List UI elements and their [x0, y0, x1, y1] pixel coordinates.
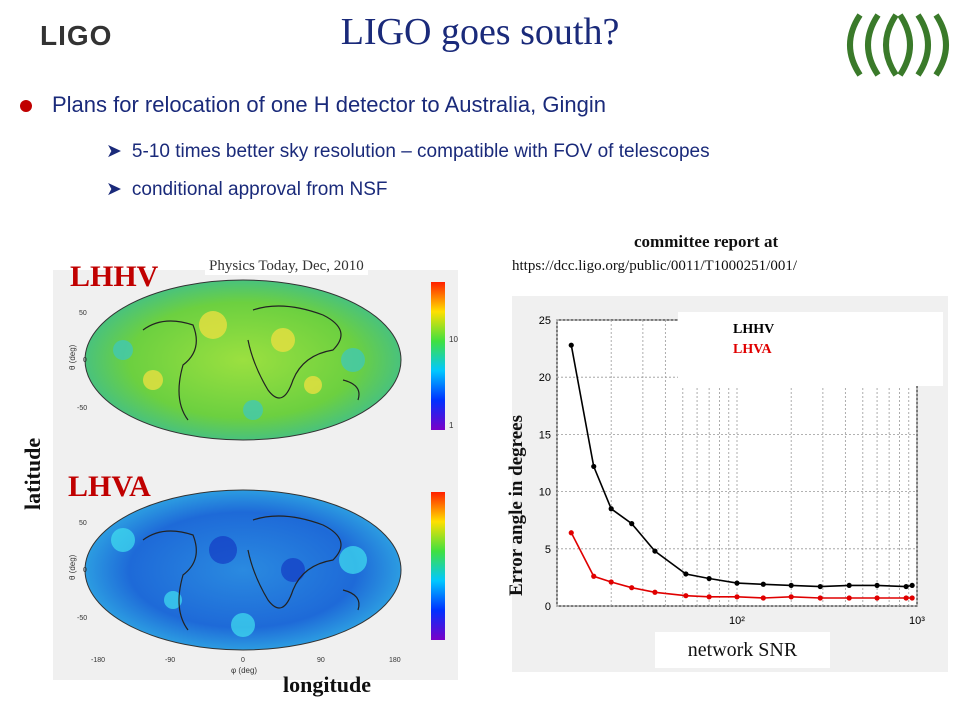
data-point-lhva [568, 530, 574, 536]
legend-lhva: LHVA [733, 342, 772, 357]
y-tick-label: 10 [539, 487, 551, 499]
data-point-lhva [706, 594, 712, 600]
legend-lhhv: LHHV [733, 322, 775, 337]
sky-maps-figure: 10 1 θ (deg) 50 0 -50 θ (deg) 50 0 -50 -… [68, 279, 458, 675]
data-point-lhva [874, 595, 880, 601]
y-tick: 50 [79, 520, 87, 527]
colorbar-top [431, 282, 445, 430]
y-tick: 0 [83, 357, 87, 364]
data-point-lhhv [706, 575, 712, 582]
sub-bullet-1: ➤ 5-10 times better sky resolution – comp… [106, 140, 710, 163]
y-tick-label: 25 [539, 315, 551, 327]
page-title: LIGO goes south? [340, 11, 620, 53]
data-point-lhva [817, 595, 823, 601]
data-point-lhhv [909, 582, 915, 589]
colorbar-tick: 10 [449, 335, 458, 344]
data-point-lhva [846, 595, 852, 601]
data-point-lhva [903, 595, 909, 601]
data-point-lhhv [874, 582, 880, 589]
data-point-lhva [909, 595, 915, 601]
data-point-lhhv [568, 342, 574, 348]
report-heading: committee report at [634, 232, 779, 251]
x-tick: 0 [241, 657, 245, 664]
data-point-lhhv [788, 582, 794, 589]
data-point-lhva [608, 579, 614, 585]
arrow-bullet-icon: ➤ [106, 141, 122, 162]
x-tick-label: 10³ [909, 615, 925, 627]
lhva-map-label: LHVA [68, 470, 151, 503]
theta-axis-label: θ (deg) [68, 344, 77, 370]
data-point-lhva [760, 595, 766, 601]
x-tick: 180 [389, 657, 401, 664]
data-point-lhva [591, 573, 597, 579]
data-point-lhhv [760, 581, 766, 587]
data-point-lhhv [591, 463, 597, 470]
data-point-lhhv [608, 506, 614, 512]
y-tick-label: 15 [539, 429, 551, 441]
y-tick-label: 0 [545, 601, 551, 613]
report-url: https://dcc.ligo.org/public/0011/T100025… [512, 258, 797, 274]
x-tick: -90 [165, 657, 175, 664]
data-point-lhhv [652, 548, 658, 554]
data-point-lhhv [846, 582, 852, 589]
data-point-lhhv [734, 580, 740, 586]
sub-bullet-2: ➤ conditional approval from NSF [106, 178, 388, 201]
ligo-wave-logo-icon [847, 13, 949, 77]
lhhv-sky-map [84, 279, 402, 441]
y-tick-label: 20 [539, 372, 551, 384]
sub-bullet-text: 5-10 times better sky resolution – compa… [131, 141, 710, 162]
x-tick-label: 10² [729, 615, 745, 627]
lhva-sky-map [84, 489, 402, 651]
continent-outlines-icon [142, 515, 360, 631]
x-axis-title: network SNR [655, 632, 830, 668]
phi-axis-label: φ (deg) [231, 666, 257, 675]
y-tick: 0 [83, 567, 87, 574]
data-point-lhhv [683, 571, 689, 577]
main-bullet: Plans for relocation of one H detector t… [20, 92, 606, 118]
y-tick: 50 [79, 310, 87, 317]
x-tick: 90 [317, 657, 325, 664]
data-point-lhva [734, 594, 740, 600]
data-point-lhhv [903, 583, 909, 590]
data-point-lhhv [629, 521, 635, 527]
sub-bullet-text: conditional approval from NSF [131, 179, 388, 200]
bullet-dot-icon [20, 100, 32, 113]
y-tick-label: 5 [545, 544, 551, 556]
x-tick: -180 [91, 657, 105, 664]
y-axis-title: Error angle in degrees [506, 414, 527, 596]
data-point-lhva [788, 594, 794, 600]
y-tick: -50 [77, 615, 87, 622]
source-caption: Physics Today, Dec, 2010 [205, 258, 368, 275]
lhhv-map-label: LHHV [70, 260, 159, 293]
arrow-bullet-icon: ➤ [106, 179, 122, 200]
chart-legend: LHHV LHVA [678, 312, 943, 386]
data-point-lhhv [817, 583, 823, 590]
data-point-lhva [629, 585, 635, 591]
continent-outlines-icon [142, 305, 360, 421]
y-tick: -50 [77, 405, 87, 412]
colorbar-tick: 1 [449, 421, 454, 430]
main-bullet-text: Plans for relocation of one H detector t… [52, 92, 606, 117]
data-point-lhva [683, 593, 689, 599]
theta-axis-label: θ (deg) [68, 554, 77, 580]
longitude-label: longitude [283, 672, 372, 697]
data-point-lhva [652, 589, 658, 595]
latitude-label: latitude [20, 437, 45, 510]
ligo-logo: LIGO [40, 20, 113, 51]
colorbar-bottom [431, 492, 445, 640]
